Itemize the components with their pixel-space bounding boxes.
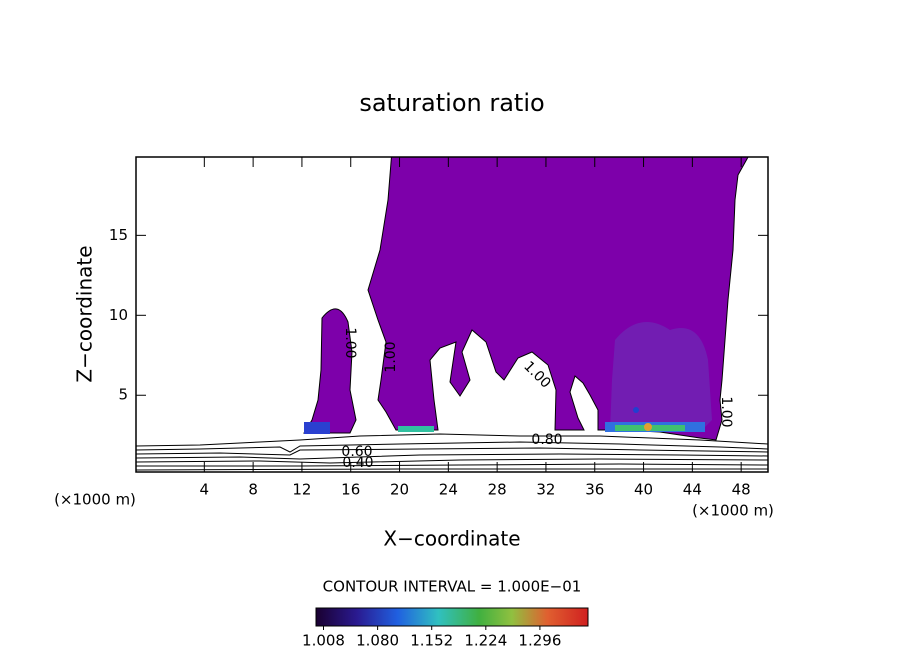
contour-label: 1.00 bbox=[342, 327, 358, 358]
contour-label: 1.00 bbox=[383, 341, 399, 372]
colorbar-tick-label: 1.224 bbox=[464, 632, 507, 650]
x-tick-label: 4 bbox=[200, 481, 210, 499]
supersaturated-zone bbox=[610, 322, 712, 432]
x-tick-label: 40 bbox=[634, 481, 653, 499]
contour-lines bbox=[136, 433, 768, 471]
x-axis-label: X−coordinate bbox=[383, 527, 520, 551]
x-tick-label: 32 bbox=[536, 481, 555, 499]
x-tick-label: 24 bbox=[439, 481, 458, 499]
y-tick-label: 5 bbox=[118, 386, 128, 404]
contour-label: 0.40 bbox=[342, 455, 373, 471]
contour-interval: CONTOUR INTERVAL = 1.000E−01 bbox=[323, 578, 582, 596]
contour-label: 0.60 bbox=[341, 444, 372, 460]
y-tick-label: 15 bbox=[109, 226, 128, 244]
x-tick-label: 20 bbox=[390, 481, 409, 499]
x-tick-label: 44 bbox=[683, 481, 702, 499]
supersaturated-zone bbox=[304, 422, 330, 434]
x-tick-label: 16 bbox=[341, 481, 360, 499]
x-tick-label: 36 bbox=[585, 481, 604, 499]
x-unit: (×1000 m) bbox=[692, 502, 774, 520]
x-tick-label: 28 bbox=[488, 481, 507, 499]
plot-frame bbox=[135, 156, 769, 473]
x-tick-label: 8 bbox=[248, 481, 258, 499]
x-tick-label: 12 bbox=[292, 481, 311, 499]
colorbar-tick-label: 1.080 bbox=[356, 632, 399, 650]
x-tick-label: 48 bbox=[732, 481, 751, 499]
colorbar-tick-label: 1.152 bbox=[410, 632, 453, 650]
colorbar bbox=[315, 607, 589, 627]
supersaturated-zone bbox=[398, 426, 434, 432]
contour-label: 0.80 bbox=[531, 432, 562, 448]
colorbar-tick-label: 1.008 bbox=[302, 632, 345, 650]
supersaturated-zone bbox=[633, 407, 639, 413]
y-tick-label: 10 bbox=[109, 306, 128, 324]
y-axis-label: Z−coordinate bbox=[73, 245, 97, 382]
supersaturated-zone bbox=[644, 423, 652, 431]
colorbar-tick-label: 1.296 bbox=[518, 632, 561, 650]
field bbox=[136, 157, 768, 471]
contour-label: 1.00 bbox=[718, 396, 734, 427]
chart-title: saturation ratio bbox=[359, 89, 544, 117]
x-unit: (×1000 m) bbox=[54, 491, 136, 509]
